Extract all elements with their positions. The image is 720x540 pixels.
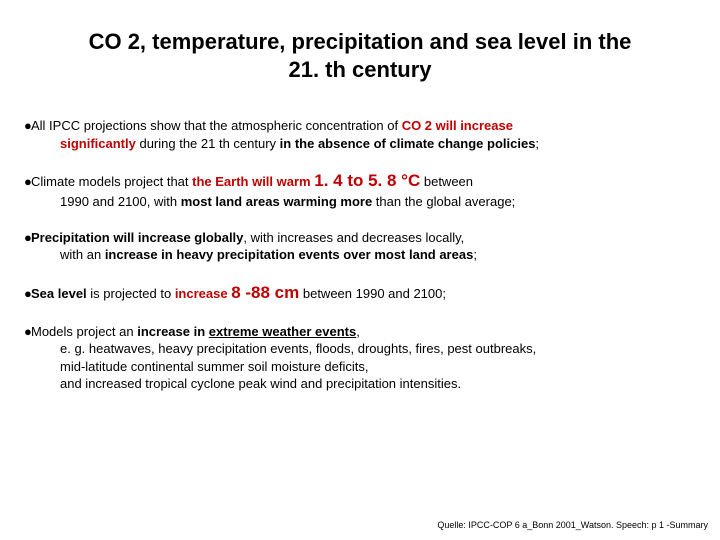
b5-bold-1: increase in — [137, 324, 209, 339]
b5-line-4: and increased tropical cyclone peak wind… — [24, 375, 704, 393]
b5-bold-u: extreme weather events — [209, 324, 356, 339]
bullet-icon: ● — [24, 117, 31, 135]
bullet-icon: ● — [24, 229, 31, 247]
bullet-icon: ● — [24, 173, 31, 191]
b5-text-d: , — [356, 324, 360, 339]
b3-text-c3: ; — [473, 247, 477, 262]
b4-text-e: between 1990 and 2100; — [299, 286, 446, 301]
source-citation: Quelle: IPCC-COP 6 a_Bonn 2001_Watson. S… — [437, 520, 708, 530]
b4-emph-1: increase — [175, 286, 228, 301]
title-line-2: 21. th century — [288, 57, 431, 82]
title-line-1: CO 2, temperature, precipitation and sea… — [89, 29, 632, 54]
b2-text-c1: 1990 and 2100, with — [60, 194, 181, 209]
b3-bold-2: increase in heavy precipitation events o… — [105, 247, 474, 262]
b1-text-b: during the 21 th century — [136, 136, 280, 151]
b2-emph-2: 1. 4 to 5. 8 °C — [314, 171, 420, 190]
b5-text-a: Models project an — [31, 324, 137, 339]
b3-bold-1: Precipitation will increase globally — [31, 230, 243, 245]
b1-emph-1: CO 2 will increase — [402, 118, 513, 133]
b3-line-2: with an increase in heavy precipitation … — [24, 246, 704, 264]
bullet-icon: ● — [24, 285, 31, 303]
slide-title: CO 2, temperature, precipitation and sea… — [52, 28, 668, 83]
slide: CO 2, temperature, precipitation and sea… — [0, 0, 720, 540]
b1-text-c: ; — [535, 136, 539, 151]
b5-line-2: e. g. heatwaves, heavy precipitation eve… — [24, 340, 704, 358]
b4-bold-1: Sea level — [31, 286, 87, 301]
b2-text-a: Climate models project that — [31, 174, 192, 189]
b3-text-b: , with increases and decreases locally, — [243, 230, 464, 245]
bullet-1: ●All IPCC projections show that the atmo… — [16, 117, 704, 152]
b4-emph-2: 8 -88 cm — [231, 283, 299, 302]
b5-line-3: mid-latitude continental summer soil moi… — [24, 358, 704, 376]
b4-text-b: is projected to — [87, 286, 175, 301]
bullet-3: ●Precipitation will increase globally, w… — [16, 229, 704, 264]
b1-emph-2: significantly — [60, 136, 136, 151]
b2-bold-1: most land areas warming more — [181, 194, 372, 209]
b1-line-2: significantly during the 21 th century i… — [24, 135, 704, 153]
b1-text-a: All IPCC projections show that the atmos… — [31, 118, 402, 133]
bullet-4: ●Sea level is projected to increase 8 -8… — [16, 282, 704, 305]
bullet-5: ●Models project an increase in extreme w… — [16, 323, 704, 393]
bullet-list: ●All IPCC projections show that the atmo… — [16, 117, 704, 393]
bullet-icon: ● — [24, 323, 31, 341]
b2-text-b: between — [420, 174, 473, 189]
b3-text-c1: with an — [60, 247, 105, 262]
b2-text-c3: than the global average; — [372, 194, 515, 209]
b1-bold-1: in the absence of climate change policie… — [280, 136, 536, 151]
b2-line-2: 1990 and 2100, with most land areas warm… — [24, 193, 704, 211]
b2-emph-1: the Earth will warm — [192, 174, 310, 189]
bullet-2: ●Climate models project that the Earth w… — [16, 170, 704, 210]
